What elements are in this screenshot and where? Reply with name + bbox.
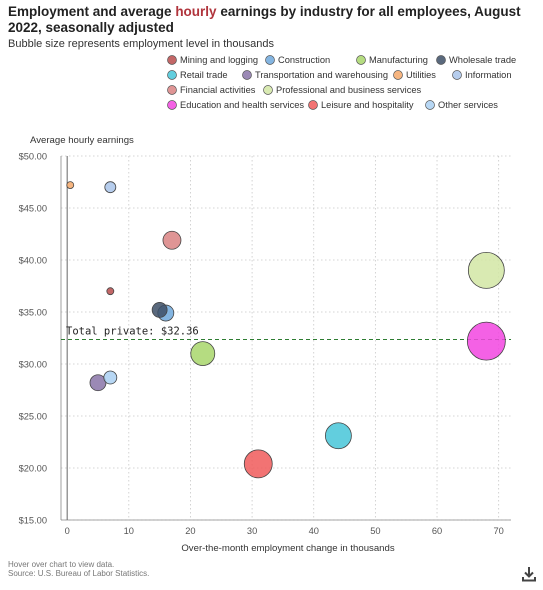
bubble [106,287,115,296]
legend-label: Education and health services [180,100,304,110]
legend-marker [167,55,177,65]
x-tick-label: 10 [124,526,134,536]
legend-label: Mining and logging [180,55,258,65]
chart-subtitle: Bubble size represents employment level … [8,38,274,50]
download-button[interactable] [521,566,537,582]
legend-label: Utilities [406,70,436,80]
legend-label: Retail trade [180,70,228,80]
y-tick-label: $35.00 [19,308,47,318]
bubble [324,422,352,450]
hover-hint: Hover over chart to view data. [8,560,115,569]
bubble [66,181,75,190]
y-tick-label: $15.00 [19,516,47,526]
x-tick-label: 40 [309,526,319,536]
y-tick-label: $45.00 [19,204,47,214]
reference-line-label: Total private: $32.36 [66,325,199,337]
bubble [162,230,182,250]
y-axis-label: Average hourly earnings [30,135,134,146]
legend-marker [265,55,275,65]
x-axis-label: Over-the-month employment change in thou… [181,543,395,554]
bubble [104,181,117,194]
legend-label: Other services [438,100,498,110]
x-tick-label: 50 [370,526,380,536]
x-tick-label: 0 [65,526,70,536]
legend-marker [263,85,273,95]
legend-marker [242,70,252,80]
legend-label: Construction [278,55,330,65]
bubble [190,341,216,367]
bubble-chart[interactable]: Mining and logging Construction Manufactur… [0,0,543,565]
legend-marker [425,100,435,110]
bubble [243,449,273,479]
legend-label: Manufacturing [369,55,428,65]
legend-label: Information [465,70,512,80]
legend-marker [167,85,177,95]
legend-marker [308,100,318,110]
legend-label: Financial activities [180,85,256,95]
bubble [466,321,506,361]
title-highlight: hourly [175,4,217,19]
bubble [467,251,505,289]
source-note: Source: U.S. Bureau of Labor Statistics. [8,569,150,578]
title-part-1: Employment and average [8,4,176,19]
y-tick-label: $40.00 [19,256,47,266]
legend-label: Wholesale trade [449,55,516,65]
download-icon [522,567,536,582]
x-tick-label: 70 [493,526,503,536]
legend-marker [167,100,177,110]
legend-marker [393,70,403,80]
y-tick-label: $25.00 [19,412,47,422]
legend-marker [356,55,366,65]
y-tick-label: $30.00 [19,360,47,370]
y-tick-label: $50.00 [19,152,47,162]
legend-marker [452,70,462,80]
legend-label: Professional and business services [276,85,422,95]
legend-label: Transportation and warehousing [255,70,388,80]
x-tick-label: 20 [185,526,195,536]
y-tick-label: $20.00 [19,464,47,474]
legend-marker [436,55,446,65]
bubble [151,302,168,318]
title-part-2: earnings by industry for all employees, … [8,4,521,35]
x-tick-label: 60 [432,526,442,536]
legend-label: Leisure and hospitality [321,100,414,110]
chart-title: Employment and average hourly earnings b… [8,4,528,36]
legend-marker [167,70,177,80]
x-tick-label: 30 [247,526,257,536]
bubble [103,370,118,385]
